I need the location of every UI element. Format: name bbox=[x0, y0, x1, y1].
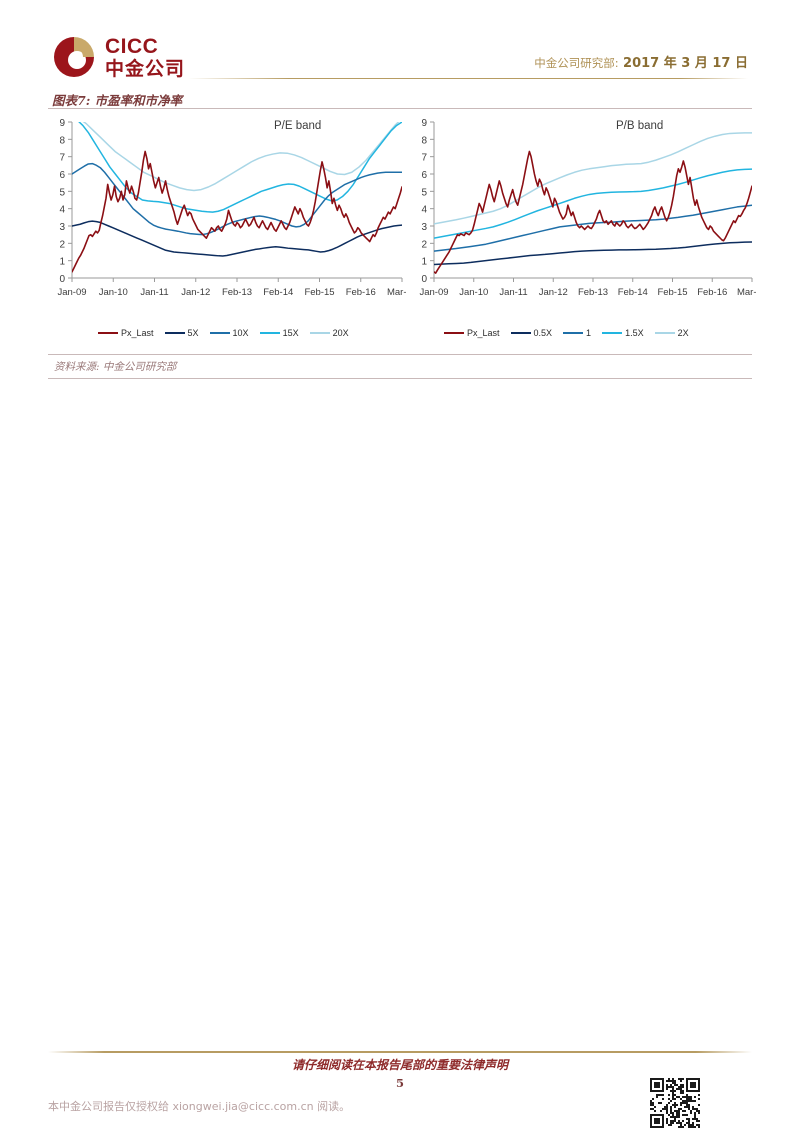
legend-label: 1.5X bbox=[625, 328, 644, 338]
pe-band-plot: 0 1 2 3 4 5 6 7 8 9 Jan-09 Jan-10 Jan-11 Jan-12 Feb-13… bbox=[57, 118, 417, 298]
report-date: 2017 年 3 月 17 日 bbox=[623, 56, 748, 71]
legend-item-px-last: Px_Last bbox=[444, 328, 500, 338]
svg-text:5: 5 bbox=[421, 187, 427, 198]
legend-swatch-icon bbox=[259, 332, 280, 334]
footer-divider bbox=[48, 1051, 752, 1053]
svg-text:0: 0 bbox=[59, 274, 65, 285]
pb-chart-legend: Px_Last 0.5X 1 1.5X 2X bbox=[444, 328, 689, 338]
legend-item-1-5x: 1.5X bbox=[602, 328, 644, 338]
header-date-block: 中金公司研究部: 2017 年 3 月 17 日 bbox=[534, 52, 748, 72]
legend-item-5x: 5X bbox=[164, 328, 199, 338]
legend-label: 15X bbox=[282, 328, 299, 338]
svg-text:0: 0 bbox=[421, 274, 427, 285]
svg-text:1: 1 bbox=[421, 257, 427, 268]
legend-swatch-icon bbox=[164, 332, 185, 334]
svg-text:Jan-09: Jan-09 bbox=[57, 287, 86, 298]
legend-swatch-icon bbox=[654, 332, 675, 334]
legend-label: 0.5X bbox=[533, 328, 553, 338]
legend-swatch-icon bbox=[444, 332, 464, 334]
legend-item-10x: 10X bbox=[209, 328, 249, 338]
legend-item-2x: 2X bbox=[654, 328, 689, 338]
legend-item-1: 1 bbox=[563, 328, 591, 338]
svg-text:Feb-14: Feb-14 bbox=[263, 287, 293, 298]
pb-band-chart: 0 1 2 3 4 5 6 7 8 9 Jan-09 Jan-10 Jan-11 Jan-12 Feb-13… bbox=[408, 114, 767, 354]
logo-chinese-text: 中金公司 bbox=[105, 58, 186, 80]
svg-text:Feb-16: Feb-16 bbox=[697, 287, 727, 298]
svg-text:3: 3 bbox=[59, 222, 65, 233]
legend-swatch-icon bbox=[510, 332, 531, 334]
legend-item-px-last: Px_Last bbox=[98, 328, 154, 338]
legend-label: 1 bbox=[586, 328, 592, 338]
svg-text:3: 3 bbox=[421, 222, 427, 233]
legend-swatch-icon bbox=[563, 332, 584, 334]
pb-chart-title: P/B band bbox=[616, 120, 664, 132]
pe-chart-legend: Px_Last 5X 10X 15X 20X bbox=[98, 328, 349, 338]
authorization-watermark: 本中金公司报告仅授权给 xiongwei.jia@cicc.com.cn 阅读。 bbox=[48, 1100, 351, 1113]
svg-text:Feb-13: Feb-13 bbox=[222, 287, 252, 298]
header-divider bbox=[188, 78, 748, 79]
pe-chart-title: P/E band bbox=[274, 120, 322, 132]
svg-text:6: 6 bbox=[59, 170, 65, 181]
figure-title: 图表7: 市盈率和市净率 bbox=[52, 93, 183, 108]
pb-band-plot: 0 1 2 3 4 5 6 7 8 9 Jan-09 Jan-10 Jan-11 Jan-12 Feb-13… bbox=[419, 118, 767, 298]
svg-text:9: 9 bbox=[59, 118, 65, 129]
qr-code-icon bbox=[650, 1078, 700, 1128]
page-header: CICC 中金公司 中金公司研究部: 2017 年 3 月 17 日 bbox=[0, 0, 800, 88]
svg-text:Jan-10: Jan-10 bbox=[99, 287, 128, 298]
svg-text:8: 8 bbox=[59, 135, 65, 146]
page-number: 5 bbox=[395, 1076, 404, 1090]
legend-label: 5X bbox=[187, 328, 199, 338]
legend-item-20x: 20X bbox=[309, 328, 349, 338]
legend-item-15x: 15X bbox=[259, 328, 299, 338]
legend-swatch-icon bbox=[209, 332, 230, 334]
cicc-circle-logo-icon bbox=[52, 35, 96, 79]
legend-swatch-icon bbox=[602, 332, 623, 334]
svg-text:4: 4 bbox=[421, 205, 427, 216]
legal-notice: 请仔细阅读在本报告尾部的重要法律声明 bbox=[291, 1058, 508, 1072]
figure-bottom-rule bbox=[48, 354, 752, 355]
svg-text:8: 8 bbox=[421, 135, 427, 146]
svg-text:Feb-14: Feb-14 bbox=[618, 287, 648, 298]
svg-text:Jan-12: Jan-12 bbox=[181, 287, 210, 298]
svg-text:2: 2 bbox=[421, 239, 427, 250]
svg-text:5: 5 bbox=[59, 187, 65, 198]
svg-text:Mar-17: Mar-17 bbox=[737, 287, 756, 298]
svg-text:2: 2 bbox=[59, 239, 65, 250]
pe-band-chart: 0 1 2 3 4 5 6 7 8 9 Jan-09 Jan-10 Jan-11 Jan-12 Feb-13… bbox=[46, 114, 417, 354]
legend-label: 20X bbox=[332, 328, 349, 338]
cicc-logo: CICC 中金公司 bbox=[52, 34, 185, 79]
legend-swatch-icon bbox=[98, 332, 118, 334]
svg-text:Jan-09: Jan-09 bbox=[419, 287, 448, 298]
svg-text:Feb-15: Feb-15 bbox=[304, 287, 334, 298]
svg-text:Jan-11: Jan-11 bbox=[140, 287, 168, 298]
svg-text:Mar-17: Mar-17 bbox=[387, 287, 406, 298]
legend-label: 10X bbox=[232, 328, 249, 338]
svg-text:Feb-16: Feb-16 bbox=[346, 287, 376, 298]
svg-text:1: 1 bbox=[59, 257, 65, 268]
svg-text:4: 4 bbox=[59, 205, 65, 216]
figure-source: 资料来源: 中金公司研究部 bbox=[54, 361, 177, 373]
legend-item-0-5x: 0.5X bbox=[510, 328, 553, 338]
research-dept-label: 中金公司研究部: bbox=[534, 56, 619, 70]
figure-top-rule bbox=[48, 108, 752, 109]
svg-text:7: 7 bbox=[421, 153, 427, 164]
svg-text:6: 6 bbox=[421, 170, 427, 181]
svg-text:Feb-13: Feb-13 bbox=[578, 287, 608, 298]
svg-text:9: 9 bbox=[421, 118, 427, 129]
svg-text:Jan-10: Jan-10 bbox=[459, 287, 488, 298]
svg-text:Feb-15: Feb-15 bbox=[657, 287, 687, 298]
logo-cicc-text: CICC bbox=[105, 35, 159, 58]
legend-swatch-icon bbox=[309, 332, 330, 334]
svg-text:7: 7 bbox=[59, 153, 65, 164]
legend-label: Px_Last bbox=[121, 328, 154, 338]
legend-label: Px_Last bbox=[467, 328, 500, 338]
legend-label: 2X bbox=[677, 328, 689, 338]
svg-text:Jan-12: Jan-12 bbox=[539, 287, 568, 298]
svg-text:Jan-11: Jan-11 bbox=[499, 287, 527, 298]
figure-end-rule bbox=[48, 378, 752, 379]
